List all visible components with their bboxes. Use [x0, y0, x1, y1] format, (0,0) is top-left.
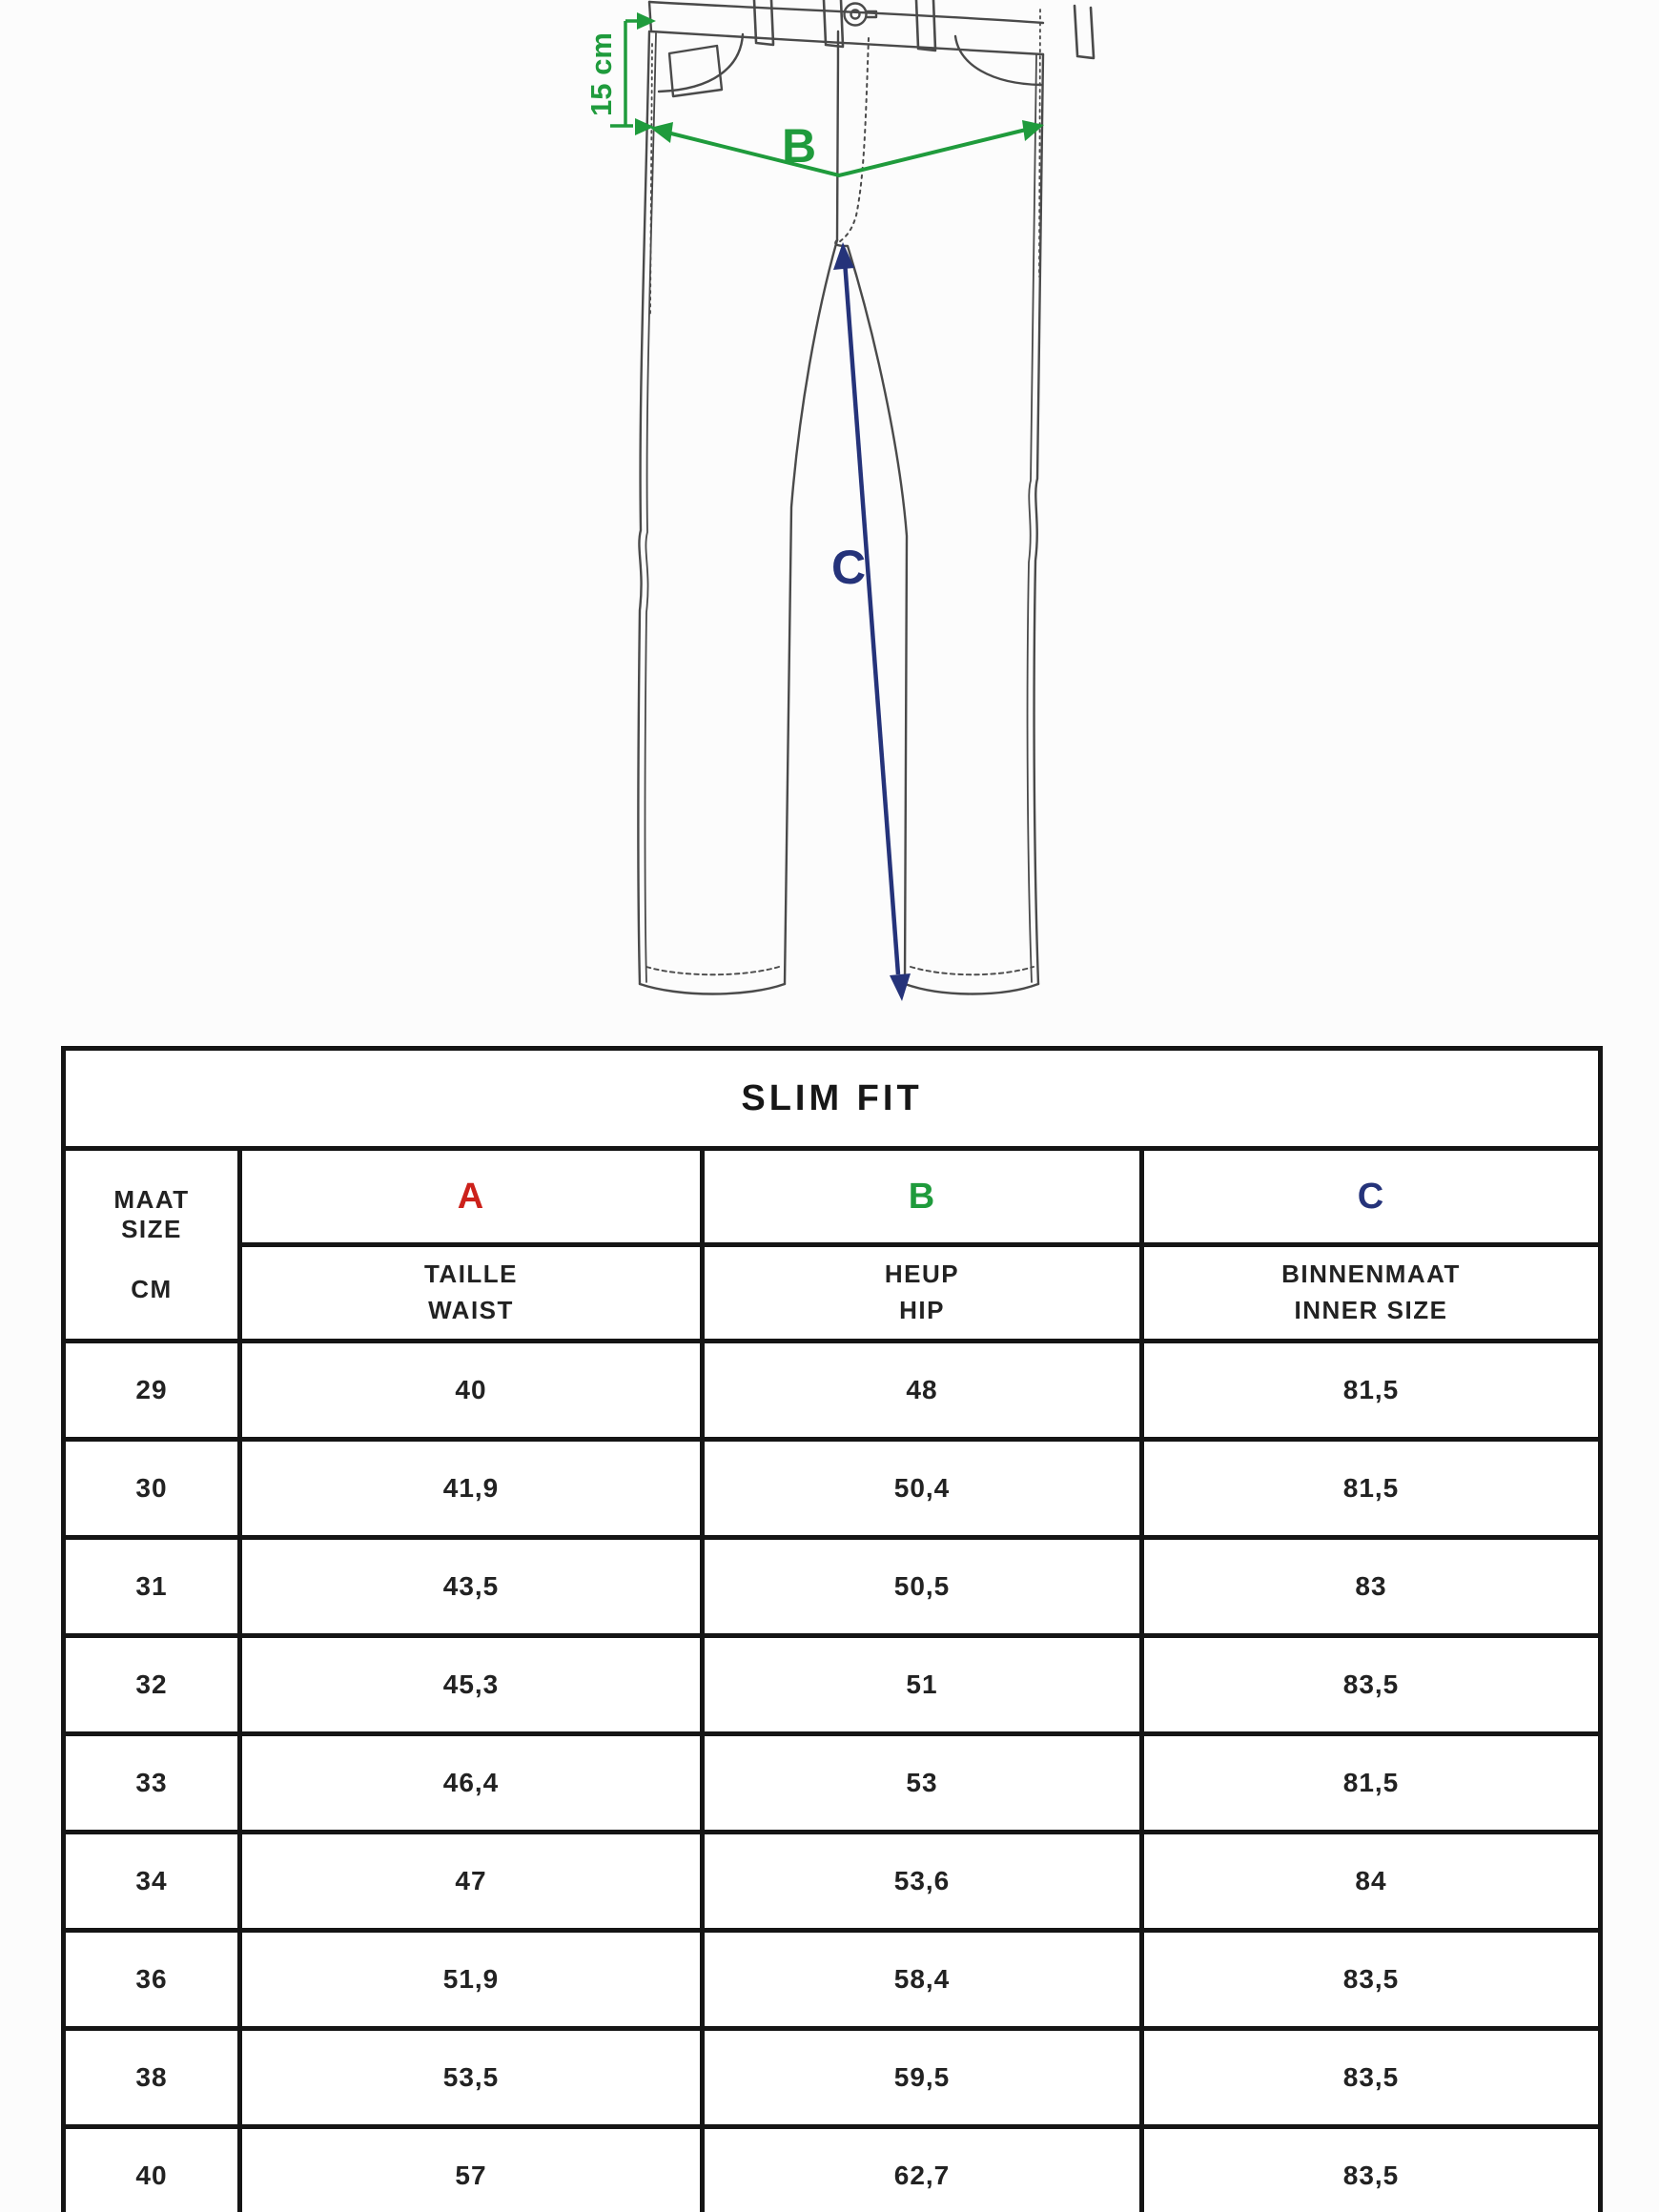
hip-arrow-left: [650, 122, 673, 143]
column-letter-c-cell: C: [1139, 1146, 1603, 1247]
table-row: 29 40 48 81,5: [61, 1339, 1603, 1442]
cell-size: 34: [61, 1830, 242, 1933]
waist-header: TAILLE WAIST: [423, 1260, 519, 1324]
hip-measure: B: [650, 119, 1044, 178]
inseams: [783, 238, 909, 986]
watch-pocket: [667, 44, 724, 98]
size-chart-table: SLIM FIT MAAT SIZE CM A B C: [61, 1046, 1603, 2212]
table-subheader-row: TAILLE WAIST HEUP HIP BINNENMAAT INNER S…: [64, 1242, 1603, 1343]
cell-waist: 53,5: [237, 2026, 705, 2129]
cell-hip: 50,4: [700, 1437, 1144, 1540]
cell-size: 40: [61, 2124, 242, 2212]
cell-waist: 47: [237, 1830, 705, 1933]
table-row: 34 47 53,6 84: [61, 1830, 1603, 1933]
inseam-label: C: [831, 541, 866, 594]
fly-button: [843, 2, 878, 27]
cell-inner: 84: [1139, 1830, 1603, 1933]
table-row: 36 51,9 58,4 83,5: [61, 1928, 1603, 2031]
cell-inner: 81,5: [1139, 1731, 1603, 1834]
table-title-cell: SLIM FIT: [61, 1046, 1603, 1151]
table-row: 38 53,5 59,5 83,5: [61, 2026, 1603, 2129]
table-row: 30 41,9 50,4 81,5: [61, 1437, 1603, 1540]
cell-hip: 53,6: [700, 1830, 1144, 1933]
cell-inner: 83,5: [1139, 1633, 1603, 1736]
cell-size: 29: [61, 1339, 242, 1442]
column-letter-a-cell: A: [237, 1146, 705, 1247]
cell-inner: 81,5: [1139, 1339, 1603, 1442]
inner-size-header: BINNENMAAT INNER SIZE: [1281, 1260, 1461, 1324]
cell-waist: 57: [237, 2124, 705, 2212]
left-side-seam: [637, 30, 657, 986]
hip-header: HEUP HIP: [884, 1260, 960, 1324]
hip-arrow-right: [1022, 120, 1044, 141]
column-letter-b-cell: B: [700, 1146, 1144, 1247]
offset-label: 15 cm: [584, 32, 618, 116]
offset-arrow-bottom: [635, 118, 654, 135]
size-unit-label: CM: [131, 1274, 173, 1303]
waist-header-cell: TAILLE WAIST: [237, 1242, 705, 1343]
cell-hip: 62,7: [700, 2124, 1144, 2212]
fly-seam: [835, 30, 870, 243]
inner-size-header-cell: BINNENMAAT INNER SIZE: [1139, 1242, 1603, 1343]
cell-hip: 53: [700, 1731, 1144, 1834]
cell-waist: 43,5: [237, 1535, 705, 1638]
cell-size: 36: [61, 1928, 242, 2031]
pants-outline: [637, 0, 1096, 995]
offset-measure: 15 cm: [584, 12, 656, 135]
cell-inner: 83,5: [1139, 1928, 1603, 2031]
table-row: 33 46,4 53 81,5: [61, 1731, 1603, 1834]
right-side-seam: [1026, 9, 1045, 986]
belt-loops: [752, 0, 1096, 60]
left-inseam: [783, 238, 839, 986]
cell-size: 38: [61, 2026, 242, 2129]
cell-inner: 83,5: [1139, 2124, 1603, 2212]
cell-size: 32: [61, 1633, 242, 1736]
hip-label: B: [782, 119, 816, 173]
cell-hip: 50,5: [700, 1535, 1144, 1638]
cell-inner: 83,5: [1139, 2026, 1603, 2129]
cell-waist: 41,9: [237, 1437, 705, 1540]
cell-size: 31: [61, 1535, 242, 1638]
cell-hip: 58,4: [700, 1928, 1144, 2031]
pants-technical-drawing: 15 cm B C: [584, 0, 1096, 1001]
cell-size: 30: [61, 1437, 242, 1540]
size-header-label: MAAT SIZE: [113, 1185, 190, 1244]
cell-waist: 40: [237, 1339, 705, 1442]
cell-inner: 81,5: [1139, 1437, 1603, 1540]
left-front-pocket: [657, 32, 745, 98]
table-row: 31 43,5 50,5 83: [61, 1535, 1603, 1638]
cell-waist: 45,3: [237, 1633, 705, 1736]
right-inseam: [834, 238, 909, 986]
table-letter-row: MAAT SIZE CM A B C: [61, 1146, 1603, 1343]
cell-hip: 51: [700, 1633, 1144, 1736]
cell-hip: 59,5: [700, 2026, 1144, 2129]
offset-arrow-top: [637, 12, 656, 30]
table-title-row: SLIM FIT: [61, 1046, 1603, 1151]
cell-hip: 48: [700, 1339, 1144, 1442]
size-header-cell: MAAT SIZE CM: [61, 1146, 242, 1343]
column-letter-a: A: [457, 1176, 485, 1217]
inseam-arrow-top: [833, 242, 854, 270]
table-title: SLIM FIT: [741, 1077, 923, 1118]
cell-waist: 51,9: [237, 1928, 705, 2031]
hip-header-cell: HEUP HIP: [700, 1242, 1144, 1343]
inseam-measure: C: [831, 242, 911, 1001]
table-row: 32 45,3 51 83,5: [61, 1633, 1603, 1736]
column-letter-c: C: [1357, 1176, 1385, 1217]
right-front-pocket: [953, 34, 1043, 87]
cell-waist: 46,4: [237, 1731, 705, 1834]
cell-inner: 83: [1139, 1535, 1603, 1638]
left-hem: [638, 966, 787, 995]
right-hem: [903, 966, 1040, 995]
table-row: 40 57 62,7 83,5: [61, 2124, 1603, 2212]
inseam-arrow-bottom: [890, 973, 911, 1001]
cell-size: 33: [61, 1731, 242, 1834]
fly-stitching: [838, 37, 870, 243]
column-letter-b: B: [908, 1176, 936, 1217]
